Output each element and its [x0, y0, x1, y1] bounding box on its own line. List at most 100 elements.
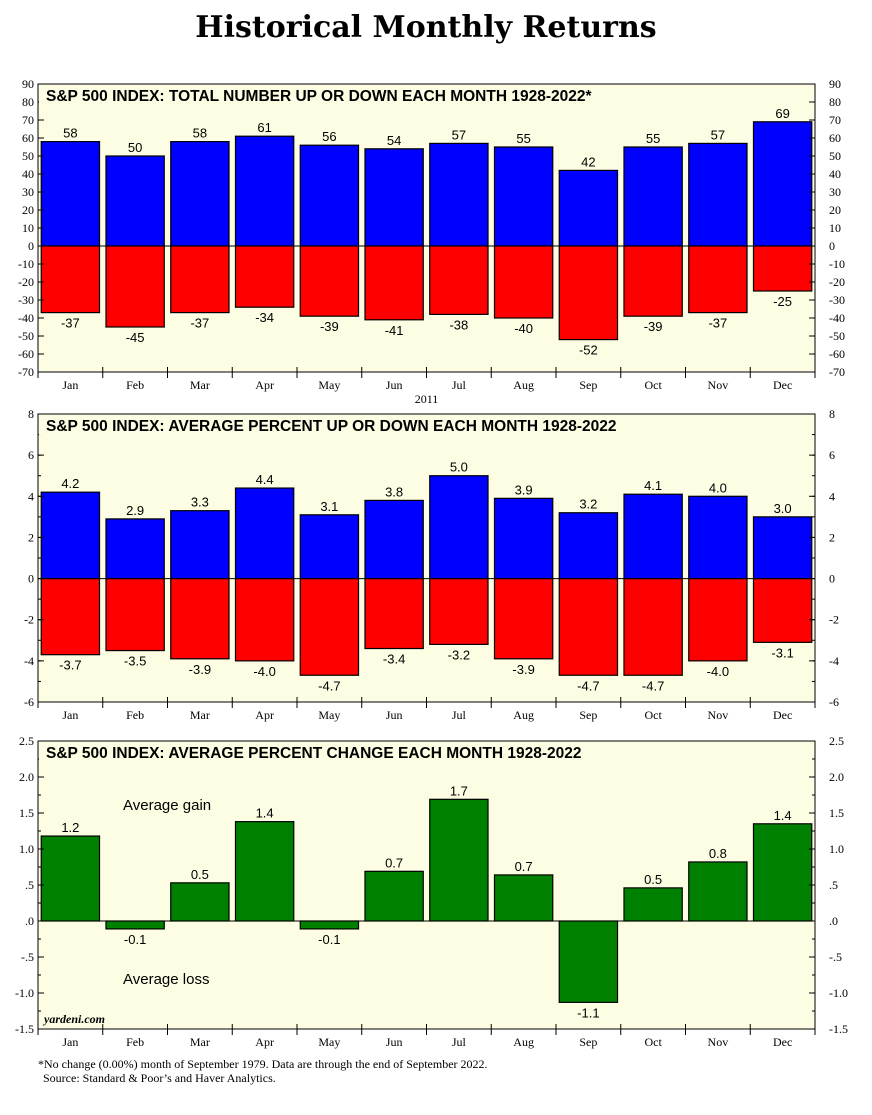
- bar-average-change-sep: [558, 920, 619, 1003]
- value-label-average-change-apr: 1.4: [256, 806, 274, 821]
- ytick-label-right: 2.0: [829, 770, 844, 784]
- bar-down-sep: [558, 577, 619, 676]
- month-label-jun: Jun: [386, 378, 403, 392]
- credit-label: yardeni.com: [42, 1012, 105, 1026]
- bar-up-oct: [623, 146, 683, 247]
- ytick-label-left: -1.5: [15, 1022, 34, 1036]
- ytick-label-right: 30: [829, 185, 841, 199]
- bar-average-change-oct: [623, 887, 683, 922]
- bar-average-change-nov: [688, 861, 748, 922]
- ytick-label-left: -2: [24, 613, 34, 627]
- value-label-down-jul: -3.2: [448, 647, 470, 662]
- ytick-label-left: 6: [28, 448, 34, 462]
- month-label-nov: Nov: [708, 1035, 729, 1049]
- value-label-up-mar: 58: [193, 126, 207, 141]
- value-label-up-oct: 4.1: [644, 478, 662, 493]
- value-label-up-jul: 57: [452, 127, 466, 142]
- month-label-sep: Sep: [579, 378, 597, 392]
- value-label-down-jun: -41: [385, 323, 404, 338]
- value-label-down-feb: -3.5: [124, 654, 146, 669]
- panel-title-bg-3: [39, 742, 589, 762]
- ytick-label-left: .0: [25, 914, 34, 928]
- value-label-up-jan: 58: [63, 126, 77, 141]
- ytick-label-right: -60: [829, 347, 845, 361]
- value-label-down-may: -4.7: [318, 678, 340, 693]
- month-label-jun: Jun: [386, 708, 403, 722]
- bar-average-change-feb: [105, 920, 165, 930]
- value-label-up-dec: 3.0: [774, 501, 792, 516]
- bar-down-sep: [558, 245, 619, 341]
- month-label-jul: Jul: [452, 1035, 467, 1049]
- value-label-up-jun: 54: [387, 133, 401, 148]
- bar-up-jan: [40, 141, 101, 247]
- value-label-up-apr: 61: [257, 120, 271, 135]
- ytick-label-right: -40: [829, 311, 845, 325]
- value-label-up-apr: 4.4: [256, 472, 274, 487]
- bar-average-change-aug: [493, 874, 554, 922]
- ytick-label-right: 1.5: [829, 806, 844, 820]
- month-label-mar: Mar: [190, 708, 210, 722]
- value-label-down-oct: -4.7: [642, 678, 664, 693]
- ytick-label-right: -20: [829, 275, 845, 289]
- ytick-label-left: 80: [22, 95, 34, 109]
- ytick-label-left: 1.0: [19, 842, 34, 856]
- ytick-label-left: -20: [18, 275, 34, 289]
- value-label-up-jan: 4.2: [61, 476, 79, 491]
- bar-up-mar: [170, 141, 230, 247]
- source-note: Source: Standard & Poor’s and Haver Anal…: [43, 1071, 276, 1085]
- month-label-jan: Jan: [62, 708, 78, 722]
- value-label-down-aug: -40: [514, 321, 533, 336]
- value-label-up-dec: 69: [775, 106, 789, 121]
- month-label-aug: Aug: [513, 708, 534, 722]
- value-label-down-dec: -3.1: [771, 645, 793, 660]
- bar-up-feb: [105, 518, 165, 580]
- value-label-up-may: 3.1: [320, 499, 338, 514]
- month-label-dec: Dec: [773, 1035, 792, 1049]
- bar-down-may: [299, 577, 360, 676]
- bar-down-jul: [429, 245, 489, 316]
- bar-down-jan: [40, 577, 101, 656]
- x-axis-label: 2011: [415, 392, 439, 406]
- value-label-average-change-feb: -0.1: [124, 932, 146, 947]
- ytick-label-left: 0: [28, 572, 34, 586]
- month-label-aug: Aug: [513, 378, 534, 392]
- month-label-oct: Oct: [644, 378, 662, 392]
- bar-up-mar: [170, 510, 230, 580]
- footnote: *No change (0.00%) month of September 19…: [38, 1057, 488, 1071]
- ytick-label-right: 60: [829, 131, 841, 145]
- ytick-label-left: 2.5: [19, 734, 34, 748]
- ytick-label-right: 10: [829, 221, 841, 235]
- ytick-label-right: 50: [829, 149, 841, 163]
- value-label-average-change-mar: 0.5: [191, 867, 209, 882]
- ytick-label-left: 2.0: [19, 770, 34, 784]
- month-label-mar: Mar: [190, 1035, 210, 1049]
- ytick-label-left: -50: [18, 329, 34, 343]
- value-label-down-mar: -37: [190, 316, 209, 331]
- ytick-label-left: -6: [24, 695, 34, 709]
- value-label-up-feb: 2.9: [126, 503, 144, 518]
- ytick-label-left: -40: [18, 311, 34, 325]
- month-label-apr: Apr: [255, 708, 274, 722]
- ytick-label-left: 90: [22, 77, 34, 91]
- bar-average-change-jul: [429, 798, 489, 922]
- ytick-label-right: .0: [829, 914, 838, 928]
- ytick-label-left: -70: [18, 365, 34, 379]
- bar-average-change-apr: [234, 821, 295, 922]
- ytick-label-right: 2.5: [829, 734, 844, 748]
- value-label-down-mar: -3.9: [189, 662, 211, 677]
- ytick-label-right: 8: [829, 407, 835, 421]
- bar-average-change-jan: [40, 835, 101, 922]
- bar-average-change-may: [299, 920, 360, 930]
- panel-title-3: S&P 500 INDEX: AVERAGE PERCENT CHANGE EA…: [46, 745, 581, 762]
- value-label-down-aug: -3.9: [512, 662, 534, 677]
- bar-up-jul: [429, 142, 489, 247]
- panel-title-2: S&P 500 INDEX: AVERAGE PERCENT UP OR DOW…: [46, 418, 616, 435]
- ytick-label-left: -60: [18, 347, 34, 361]
- month-label-jul: Jul: [452, 378, 467, 392]
- value-label-up-aug: 3.9: [515, 482, 533, 497]
- bar-down-aug: [493, 245, 554, 319]
- bar-up-may: [299, 514, 360, 580]
- value-label-down-nov: -4.0: [707, 664, 729, 679]
- value-label-down-jun: -3.4: [383, 652, 405, 667]
- ytick-label-left: -4: [24, 654, 34, 668]
